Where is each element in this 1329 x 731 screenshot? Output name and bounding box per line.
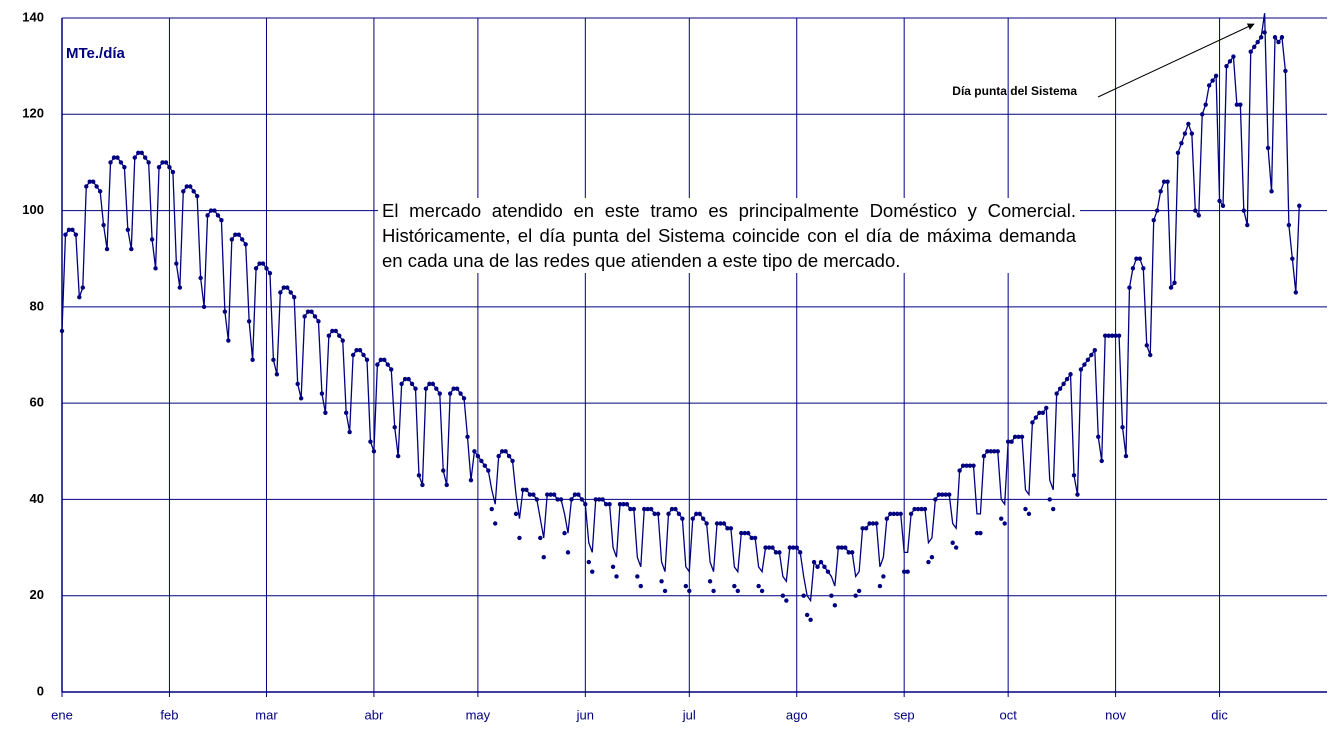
y-tick-label: 120	[22, 106, 44, 121]
data-point	[801, 593, 806, 598]
data-point	[538, 535, 543, 541]
data-point	[780, 593, 786, 598]
y-tick-label: 100	[22, 202, 44, 217]
data-point	[565, 550, 571, 555]
data-point	[808, 617, 813, 622]
data-point	[999, 516, 1004, 521]
data-point	[493, 521, 498, 526]
y-tick-label: 60	[30, 395, 44, 410]
x-tick-label: dic	[1211, 707, 1228, 722]
series-line	[61, 13, 1300, 603]
data-point	[953, 545, 959, 550]
y-tick-label: 140	[22, 9, 44, 24]
data-point	[586, 559, 591, 565]
x-tick-label: feb	[160, 707, 178, 722]
data-point	[1047, 497, 1052, 502]
x-tick-label: may	[466, 707, 491, 722]
data-point	[804, 612, 810, 618]
y-axis-label: MTe./día	[66, 45, 126, 62]
data-point	[901, 569, 907, 574]
data-point	[877, 583, 883, 589]
data-point	[974, 530, 980, 536]
data-point	[856, 588, 862, 594]
data-point	[829, 593, 834, 598]
x-tick-label: ene	[51, 707, 73, 722]
x-tick-label: nov	[1105, 707, 1126, 722]
data-point	[707, 579, 713, 584]
data-point	[926, 559, 931, 565]
data-point	[687, 588, 692, 594]
data-point	[853, 593, 858, 598]
data-point	[929, 555, 935, 560]
x-tick-label: mar	[255, 707, 278, 722]
x-tick-label: sep	[894, 707, 915, 722]
x-tick-label: ago	[786, 707, 808, 722]
data-point	[759, 588, 765, 594]
x-tick-label: abr	[365, 707, 384, 722]
data-point	[610, 564, 616, 570]
data-point	[735, 588, 741, 594]
data-point	[590, 569, 595, 574]
data-point	[683, 583, 689, 589]
data-point	[905, 569, 910, 574]
data-point	[978, 530, 983, 536]
x-tick-label: jul	[682, 707, 696, 722]
data-point	[832, 603, 838, 608]
data-point	[513, 511, 519, 517]
data-point	[517, 535, 522, 541]
data-point	[756, 583, 761, 589]
annotation: Día punta del Sistema	[952, 84, 1077, 98]
data-point	[1026, 511, 1032, 517]
data-point	[950, 540, 955, 545]
y-tick-label: 80	[30, 298, 44, 313]
data-point	[1002, 521, 1007, 526]
data-point	[659, 579, 664, 584]
x-tick-label: oct	[999, 707, 1017, 722]
data-point	[638, 583, 643, 589]
data-point	[1023, 506, 1028, 512]
data-point	[784, 598, 789, 603]
data-point	[541, 555, 546, 560]
data-point	[662, 588, 668, 594]
data-point	[881, 574, 886, 579]
y-tick-label: 20	[30, 587, 44, 602]
data-point	[562, 530, 567, 536]
data-point	[489, 506, 494, 512]
data-point	[711, 588, 716, 594]
y-tick-label: 40	[30, 491, 44, 506]
annotation-box: El mercado atendido en este tramo es pri…	[378, 198, 1080, 273]
data-point	[1051, 506, 1056, 512]
annotation-arrow	[1097, 23, 1255, 98]
data-point	[732, 583, 737, 589]
y-tick-label: 0	[37, 683, 44, 698]
x-tick-label: jun	[576, 707, 594, 722]
data-point	[614, 574, 619, 579]
data-point	[635, 574, 640, 579]
